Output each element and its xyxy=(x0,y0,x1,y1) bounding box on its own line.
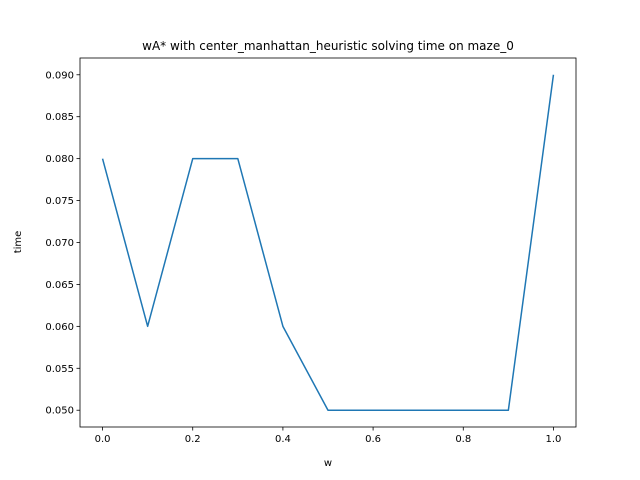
y-tick-label: 0.050 xyxy=(45,406,74,417)
plot-frame xyxy=(79,57,577,428)
y-tick-label: 0.070 xyxy=(45,238,74,249)
y-axis-ticks: 0.050 0.055 0.060 0.065 0.070 0.075 0.080 0.085… xyxy=(45,70,80,417)
y-tick-label: 0.080 xyxy=(45,154,74,165)
x-tick-label: 0.0 xyxy=(95,434,111,445)
chart-title: wA* with center_manhattan_heuristic solv… xyxy=(142,39,514,53)
x-tick-label: 0.8 xyxy=(455,434,471,445)
series-layer xyxy=(101,74,555,411)
x-axis-title: w xyxy=(324,458,332,469)
x-tick-label: 0.2 xyxy=(185,434,201,445)
y-tick-label: 0.090 xyxy=(45,70,74,81)
y-tick-label: 0.065 xyxy=(45,280,74,291)
y-axis-title: time xyxy=(13,231,24,254)
y-tick-label: 0.055 xyxy=(45,364,74,375)
x-tick-label: 0.4 xyxy=(275,434,291,445)
plot-area xyxy=(80,58,576,427)
x-axis-ticks: 0.0 0.2 0.4 0.6 0.8 1.0 xyxy=(95,427,562,445)
y-tick-label: 0.085 xyxy=(45,112,74,123)
x-tick-label: 0.6 xyxy=(365,434,381,445)
series-line xyxy=(101,74,555,411)
y-tick-label: 0.075 xyxy=(45,196,74,207)
y-tick-label: 0.060 xyxy=(45,322,74,333)
x-tick-label: 1.0 xyxy=(546,434,562,445)
